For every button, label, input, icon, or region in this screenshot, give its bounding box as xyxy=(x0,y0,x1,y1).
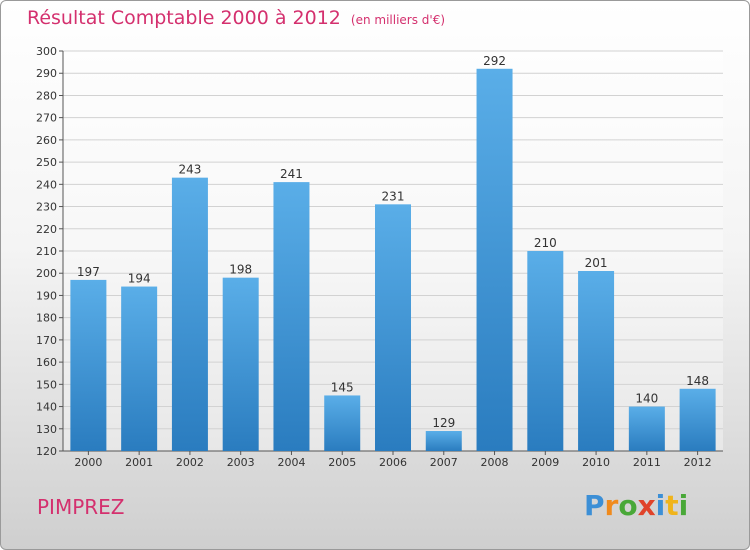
logo-letter: r xyxy=(604,489,619,522)
y-tick-label: 240 xyxy=(36,178,57,191)
logo-letter: P xyxy=(584,489,605,522)
logo-letter: o xyxy=(618,489,638,522)
value-label-2010: 201 xyxy=(585,256,608,270)
proxiti-logo: Proxiti xyxy=(584,489,688,522)
x-tick-label-2000: 2000 xyxy=(74,456,102,469)
y-tick-label: 290 xyxy=(36,67,57,80)
bar-2000 xyxy=(70,279,107,451)
y-tick-label: 150 xyxy=(36,378,57,391)
value-label-2004: 241 xyxy=(280,167,303,181)
value-label-2009: 210 xyxy=(534,236,557,250)
value-label-2006: 231 xyxy=(382,189,405,203)
bar-2008 xyxy=(476,68,513,452)
bar-2010 xyxy=(578,271,615,451)
y-tick-label: 270 xyxy=(36,112,57,125)
bar-2009 xyxy=(527,251,564,451)
x-tick-label-2001: 2001 xyxy=(125,456,153,469)
bar-2005 xyxy=(324,395,361,451)
bar-2011 xyxy=(628,406,665,451)
logo-letter: i xyxy=(678,489,689,522)
value-label-2011: 140 xyxy=(635,392,658,406)
y-tick-label: 120 xyxy=(36,445,57,458)
value-label-2012: 148 xyxy=(686,374,709,388)
value-label-2002: 243 xyxy=(178,163,201,177)
chart-title: Résultat Comptable 2000 à 2012 (en millie… xyxy=(27,7,445,29)
y-tick-label: 200 xyxy=(36,267,57,280)
x-tick-label-2008: 2008 xyxy=(481,456,509,469)
bar-2007 xyxy=(425,431,462,451)
y-tick-label: 140 xyxy=(36,401,57,414)
bar-2002 xyxy=(171,177,208,451)
x-tick-label-2009: 2009 xyxy=(531,456,559,469)
value-label-2000: 197 xyxy=(77,265,100,279)
x-tick-label-2007: 2007 xyxy=(430,456,458,469)
y-tick-label: 190 xyxy=(36,289,57,302)
x-tick-label-2006: 2006 xyxy=(379,456,407,469)
x-tick-label-2004: 2004 xyxy=(277,456,305,469)
y-tick-label: 230 xyxy=(36,201,57,214)
bar-2012 xyxy=(679,388,716,451)
value-label-2001: 194 xyxy=(128,272,151,286)
bar-2001 xyxy=(121,286,158,451)
bar-2003 xyxy=(222,277,259,451)
chart-unit: (en milliers d'€) xyxy=(350,13,446,27)
bar-2004 xyxy=(273,182,310,451)
labels: 120 130 140 150 160 170 180 190 200 210 220 230 240 2… xyxy=(36,45,712,469)
y-tick-label: 280 xyxy=(36,89,57,102)
bars xyxy=(70,68,716,452)
x-tick-label-2005: 2005 xyxy=(328,456,356,469)
x-tick-label-2010: 2010 xyxy=(582,456,610,469)
y-tick-label: 180 xyxy=(36,312,57,325)
city-name: PIMPREZ xyxy=(37,495,125,519)
logo-letter: x xyxy=(637,489,656,522)
x-tick-label-2012: 2012 xyxy=(684,456,712,469)
y-tick-label: 260 xyxy=(36,134,57,147)
y-tick-label: 170 xyxy=(36,334,57,347)
y-tick-label: 250 xyxy=(36,156,57,169)
y-tick-label: 130 xyxy=(36,423,57,436)
x-tick-label-2002: 2002 xyxy=(176,456,204,469)
y-tick-label: 300 xyxy=(36,45,57,58)
logo-letter: i xyxy=(655,489,666,522)
chart-title-text: Résultat Comptable 2000 à 2012 xyxy=(27,7,341,29)
y-tick-label: 210 xyxy=(36,245,57,258)
value-label-2003: 198 xyxy=(229,263,252,277)
y-tick-label: 160 xyxy=(36,356,57,369)
value-label-2007: 129 xyxy=(432,416,455,430)
value-label-2008: 292 xyxy=(483,54,506,68)
x-tick-label-2011: 2011 xyxy=(633,456,661,469)
y-tick-label: 220 xyxy=(36,223,57,236)
bar-2006 xyxy=(375,204,411,451)
value-label-2005: 145 xyxy=(331,380,354,394)
logo-letter: t xyxy=(665,489,679,522)
x-tick-label-2003: 2003 xyxy=(227,456,255,469)
